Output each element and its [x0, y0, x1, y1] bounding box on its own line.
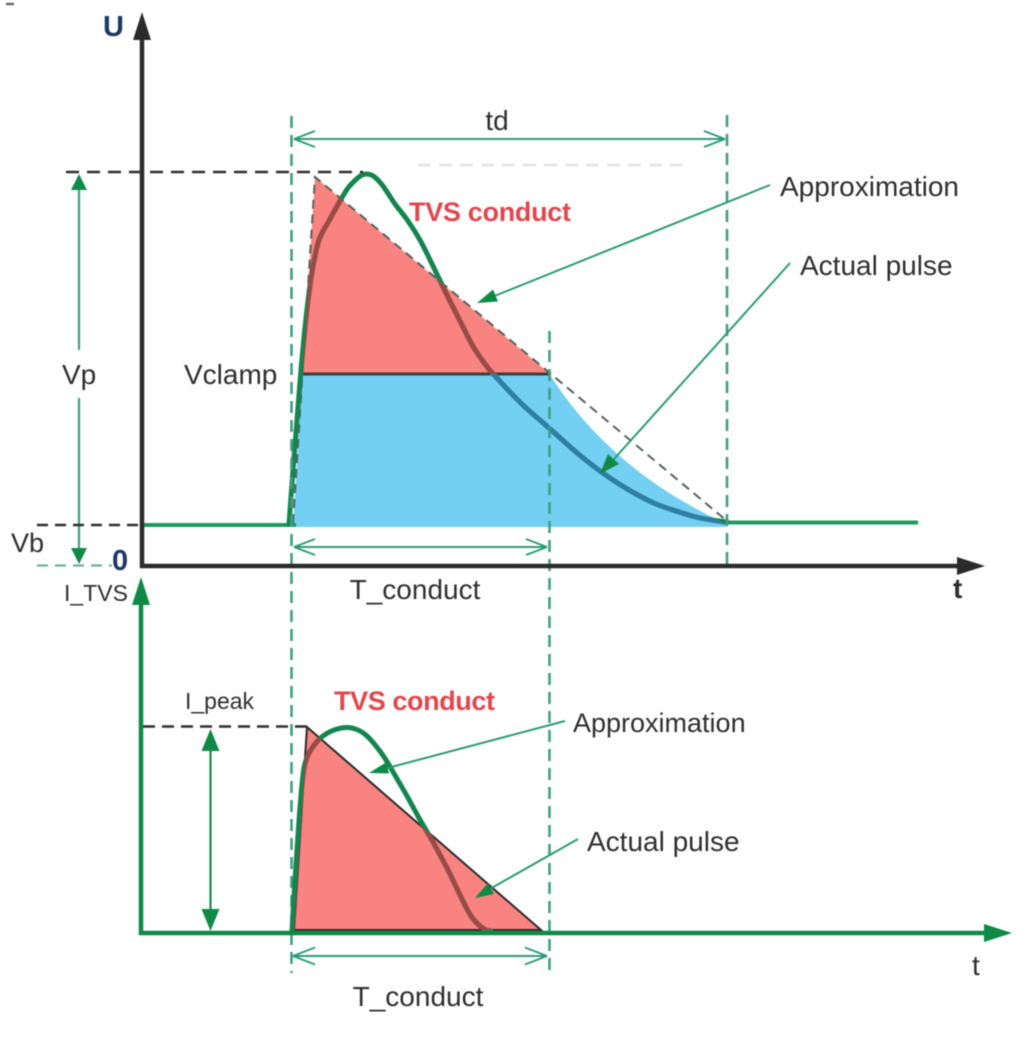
svg-text:td: td — [485, 105, 508, 136]
svg-text:Vb: Vb — [11, 528, 44, 558]
svg-text:0: 0 — [112, 545, 128, 577]
svg-text:I_TVS: I_TVS — [64, 580, 128, 606]
svg-text:T_conduct: T_conduct — [353, 981, 484, 1012]
svg-text:Approximation: Approximation — [573, 708, 746, 738]
svg-text:Vclamp: Vclamp — [184, 359, 277, 390]
svg-text:I_peak: I_peak — [185, 688, 255, 714]
svg-text:Approximation: Approximation — [780, 171, 959, 202]
svg-text:U: U — [103, 11, 124, 43]
svg-text:TVS conduct: TVS conduct — [334, 686, 495, 716]
svg-text:Actual pulse: Actual pulse — [800, 250, 953, 281]
svg-text:t: t — [972, 950, 980, 981]
svg-text:T_conduct: T_conduct — [350, 574, 481, 605]
svg-text:TVS conduct: TVS conduct — [409, 197, 571, 227]
svg-text:t: t — [953, 573, 962, 604]
svg-text:Vp: Vp — [62, 359, 96, 390]
svg-text:Actual pulse: Actual pulse — [587, 826, 740, 857]
